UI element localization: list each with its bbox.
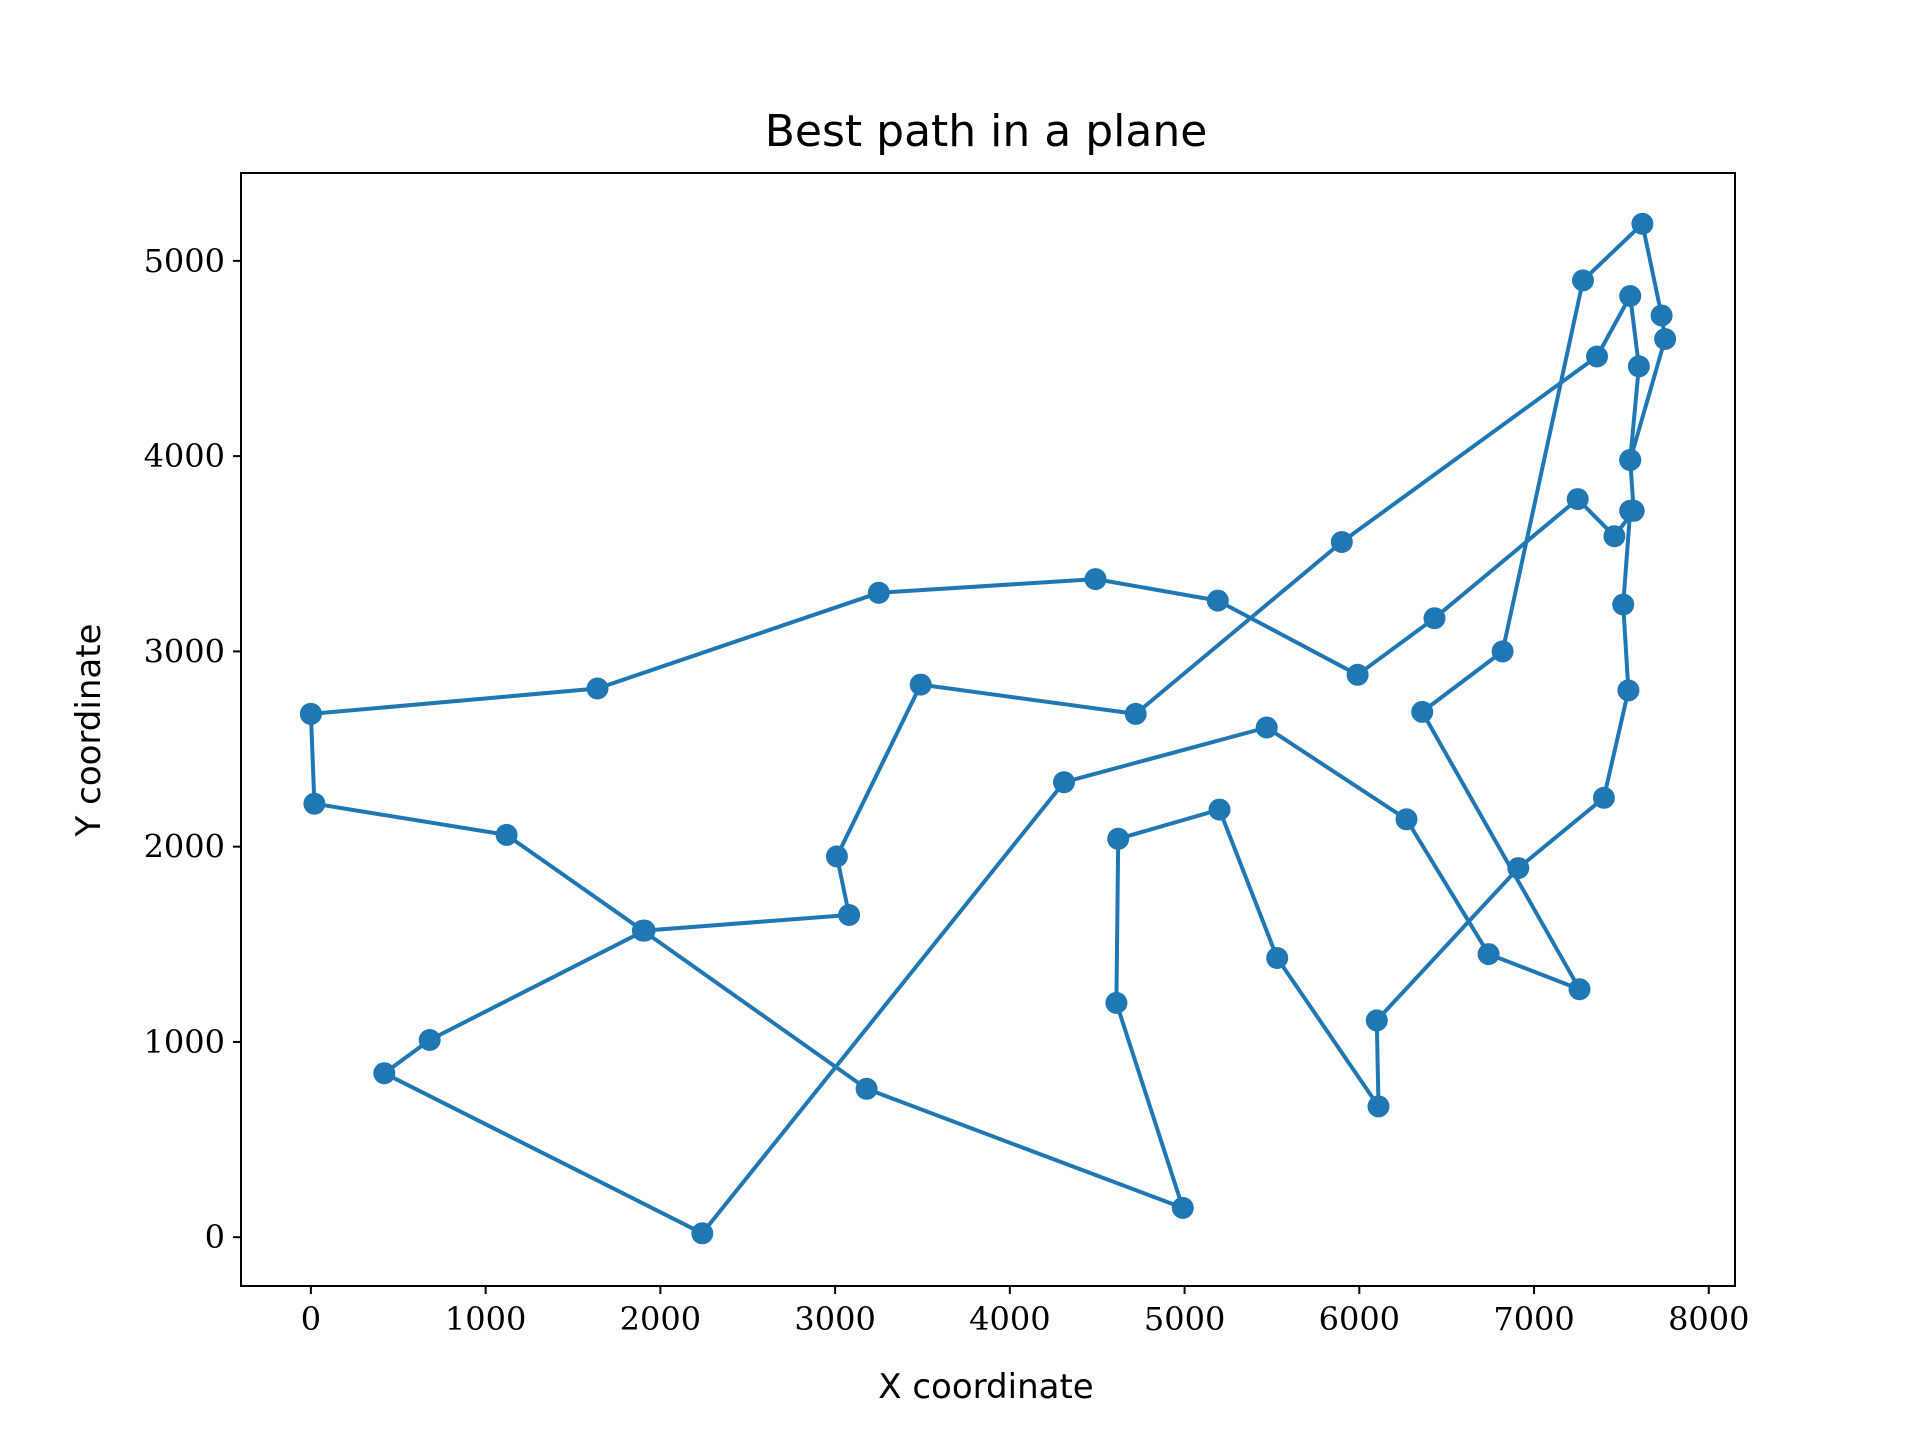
- data-point: [1105, 991, 1128, 1014]
- data-point: [825, 845, 848, 868]
- data-point: [1411, 700, 1434, 723]
- data-point: [586, 677, 609, 700]
- data-point: [1171, 1196, 1194, 1219]
- data-point: [1423, 607, 1446, 630]
- data-point: [1491, 640, 1514, 663]
- data-point: [1619, 449, 1642, 471]
- data-point: [855, 1077, 878, 1100]
- data-point: [909, 673, 932, 696]
- data-point: [373, 1062, 396, 1085]
- data-point: [691, 1222, 714, 1245]
- data-point: [1365, 1009, 1388, 1032]
- x-tick-label: 1000: [445, 1300, 526, 1338]
- data-point: [1107, 827, 1130, 850]
- plot-frame: [240, 172, 1736, 1287]
- y-tick-label: 4000: [144, 437, 225, 475]
- data-point: [1566, 488, 1589, 511]
- data-point: [1572, 269, 1594, 292]
- x-tick-label: 4000: [969, 1300, 1050, 1338]
- data-point: [1631, 212, 1654, 235]
- data-point: [1654, 328, 1677, 350]
- data-point: [1395, 808, 1418, 831]
- data-point: [1084, 568, 1107, 591]
- path-line-0: [310, 221, 1668, 1236]
- data-point: [1367, 1095, 1390, 1118]
- y-tick-label: 5000: [144, 242, 225, 280]
- data-point: [1568, 978, 1591, 1001]
- data-point: [303, 792, 326, 815]
- data-point: [1650, 304, 1673, 327]
- data-point: [1266, 947, 1289, 969]
- y-tick-label: 0: [205, 1218, 225, 1256]
- x-tick-label: 3000: [794, 1300, 875, 1338]
- data-point: [1586, 345, 1608, 368]
- data-point: [1206, 589, 1229, 612]
- data-point: [1592, 786, 1615, 809]
- data-point: [838, 904, 861, 926]
- data-point: [1053, 771, 1075, 794]
- x-tick-label: 7000: [1493, 1300, 1574, 1338]
- ticks-layer: 0 1000 2000 3000 4000 5000 6000 7000 8000 0 1000 20…: [144, 242, 1750, 1338]
- x-tick-label: 5000: [1144, 1300, 1225, 1338]
- y-tick-label: 2000: [144, 828, 225, 866]
- data-point: [1255, 716, 1278, 739]
- x-tick-label: 8000: [1668, 1300, 1749, 1338]
- data-point: [1603, 525, 1626, 548]
- data-point: [1346, 663, 1369, 686]
- data-point: [1619, 285, 1642, 307]
- data-point: [1477, 943, 1500, 966]
- x-tick-label: 2000: [620, 1300, 701, 1338]
- x-tick-label: 6000: [1319, 1300, 1400, 1338]
- y-tick-label: 3000: [144, 632, 225, 670]
- data-point: [631, 919, 654, 942]
- series-layer: [299, 212, 1677, 1245]
- data-point: [1627, 355, 1650, 378]
- data-point: [1208, 798, 1231, 821]
- data-point: [495, 823, 518, 846]
- data-point: [418, 1029, 441, 1051]
- data-point: [1617, 679, 1640, 702]
- data-point: [1124, 702, 1147, 725]
- data-point: [1330, 531, 1353, 553]
- data-point: [1619, 499, 1642, 522]
- data-point: [1507, 857, 1530, 880]
- data-point: [867, 581, 890, 604]
- y-tick-label: 1000: [144, 1023, 225, 1061]
- x-axis-label: X coordinate: [878, 1367, 1093, 1407]
- x-tick-label: 0: [301, 1300, 321, 1338]
- data-point: [299, 702, 322, 725]
- chart-title: Best path in a plane: [765, 106, 1208, 157]
- data-point: [1612, 593, 1635, 616]
- y-axis-label: Y coordinate: [69, 624, 109, 838]
